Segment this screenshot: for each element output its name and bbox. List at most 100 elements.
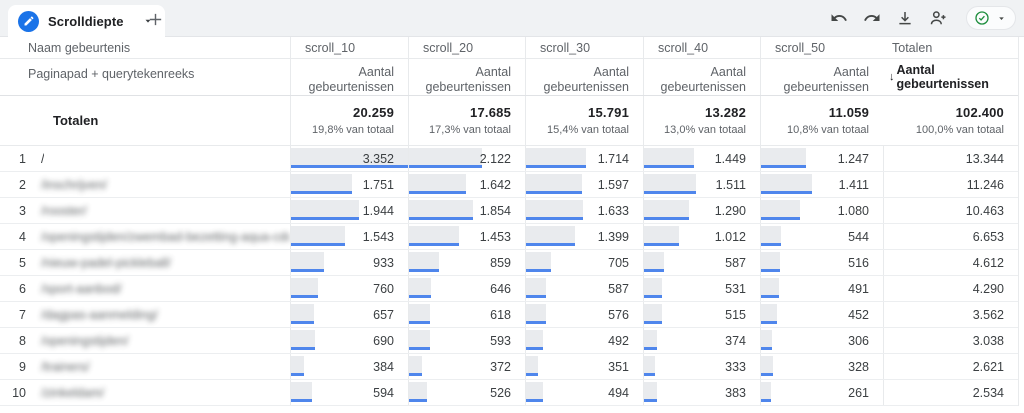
metric-cell-scroll_10[interactable]: 384 xyxy=(290,354,408,379)
metric-cell-scroll_10[interactable]: 690 xyxy=(290,328,408,353)
metric-cell-scroll_30[interactable]: 1.399 xyxy=(525,224,643,249)
column-header-totalen[interactable]: Totalen xyxy=(892,40,933,55)
metric-cell-scroll_50[interactable]: 544 xyxy=(760,224,883,249)
dimension-cell[interactable]: 4/openingstijden/zwembad-bezetting-aqua-… xyxy=(0,224,290,249)
tab-scrolldiepte[interactable]: Scrolldiepte xyxy=(8,5,165,37)
dimension-cell[interactable]: 2/inschrijven/ xyxy=(0,172,290,197)
metric-cell-scroll_40[interactable]: 1.449 xyxy=(643,146,760,171)
metric-cell-scroll_30[interactable]: 494 xyxy=(525,380,643,405)
metric-cell-scroll_10[interactable]: 3.352 xyxy=(290,146,408,171)
row-total[interactable]: 2.621 xyxy=(883,354,1018,379)
metric-cell-scroll_30[interactable]: 1.633 xyxy=(525,198,643,223)
row-total[interactable]: 10.463 xyxy=(883,198,1018,223)
metric-cell-scroll_20[interactable]: 526 xyxy=(408,380,525,405)
metric-label-scroll_10[interactable]: Aantal gebeurtenissen xyxy=(290,59,408,95)
value-bar xyxy=(409,148,483,168)
row-total[interactable]: 11.246 xyxy=(883,172,1018,197)
dimension-cell[interactable]: 3/rooster/ xyxy=(0,198,290,223)
dimension-cell[interactable]: 9/trainers/ xyxy=(0,354,290,379)
metric-value: 1.642 xyxy=(479,177,511,192)
row-total[interactable]: 2.534 xyxy=(883,380,1018,405)
metric-cell-scroll_50[interactable]: 1.247 xyxy=(760,146,883,171)
metric-cell-scroll_10[interactable]: 594 xyxy=(290,380,408,405)
metric-cell-scroll_30[interactable]: 351 xyxy=(525,354,643,379)
dimension-cell[interactable]: 6/sport-aanbod/ xyxy=(0,276,290,301)
totals-percent: 10,8% van totaal xyxy=(787,124,869,136)
metric-cell-scroll_40[interactable]: 1.012 xyxy=(643,224,760,249)
metric-cell-scroll_20[interactable]: 859 xyxy=(408,250,525,275)
column-header-scroll_10[interactable]: scroll_10 xyxy=(290,37,408,58)
metric-cell-scroll_50[interactable]: 1.080 xyxy=(760,198,883,223)
metric-cell-scroll_30[interactable]: 1.714 xyxy=(525,146,643,171)
dimension-cell[interactable]: 1/ xyxy=(0,146,290,171)
metric-cell-scroll_20[interactable]: 372 xyxy=(408,354,525,379)
metric-cell-scroll_30[interactable]: 492 xyxy=(525,328,643,353)
metric-cell-scroll_50[interactable]: 516 xyxy=(760,250,883,275)
value-bar xyxy=(644,252,665,272)
metric-cell-scroll_50[interactable]: 1.411 xyxy=(760,172,883,197)
metric-cell-scroll_20[interactable]: 1.854 xyxy=(408,198,525,223)
row-total[interactable]: 3.038 xyxy=(883,328,1018,353)
metric-label-scroll_30[interactable]: Aantal gebeurtenissen xyxy=(525,59,643,95)
value-bar xyxy=(409,226,460,246)
metric-cell-scroll_50[interactable]: 306 xyxy=(760,328,883,353)
metric-cell-scroll_50[interactable]: 328 xyxy=(760,354,883,379)
dimension-cell[interactable]: 10/zinkeldam/ xyxy=(0,380,290,405)
metric-cell-scroll_40[interactable]: 1.511 xyxy=(643,172,760,197)
dimension-cell[interactable]: 8/openingstijden/ xyxy=(0,328,290,353)
undo-button[interactable] xyxy=(829,8,849,28)
column-header-scroll_50[interactable]: scroll_50 xyxy=(760,37,883,58)
metric-value: 452 xyxy=(848,307,869,322)
column-header-scroll_40[interactable]: scroll_40 xyxy=(643,37,760,58)
share-person-add-button[interactable] xyxy=(928,8,948,28)
metric-cell-scroll_40[interactable]: 531 xyxy=(643,276,760,301)
metric-cell-scroll_20[interactable]: 646 xyxy=(408,276,525,301)
row-total[interactable]: 6.653 xyxy=(883,224,1018,249)
metric-label-scroll_20[interactable]: Aantal gebeurtenissen xyxy=(408,59,525,95)
metric-cell-scroll_10[interactable]: 933 xyxy=(290,250,408,275)
column-header-scroll_20[interactable]: scroll_20 xyxy=(408,37,525,58)
metric-cell-scroll_20[interactable]: 1.642 xyxy=(408,172,525,197)
metric-cell-scroll_40[interactable]: 515 xyxy=(643,302,760,327)
metric-label-scroll_50[interactable]: Aantal gebeurtenissen xyxy=(760,59,883,95)
metric-cell-scroll_30[interactable]: 1.597 xyxy=(525,172,643,197)
metric-cell-scroll_20[interactable]: 2.122 xyxy=(408,146,525,171)
metric-cell-scroll_20[interactable]: 618 xyxy=(408,302,525,327)
metric-value: 1.080 xyxy=(837,203,869,218)
column-header-scroll_30[interactable]: scroll_30 xyxy=(525,37,643,58)
metric-cell-scroll_30[interactable]: 576 xyxy=(525,302,643,327)
metric-cell-scroll_50[interactable]: 452 xyxy=(760,302,883,327)
metric-cell-scroll_50[interactable]: 491 xyxy=(760,276,883,301)
metric-cell-scroll_30[interactable]: 587 xyxy=(525,276,643,301)
metric-cell-scroll_40[interactable]: 1.290 xyxy=(643,198,760,223)
row-total[interactable]: 4.612 xyxy=(883,250,1018,275)
dimension-cell[interactable]: 5/nieuw-padel-pickleball/ xyxy=(0,250,290,275)
add-tab-button[interactable] xyxy=(142,7,168,31)
dimension-cell[interactable]: 7/dagpas-aanmelding/ xyxy=(0,302,290,327)
edit-pencil-icon xyxy=(18,10,39,32)
metric-cell-scroll_30[interactable]: 705 xyxy=(525,250,643,275)
metric-cell-scroll_10[interactable]: 1.751 xyxy=(290,172,408,197)
saved-status-button[interactable] xyxy=(966,6,1016,30)
metric-cell-scroll_40[interactable]: 383 xyxy=(643,380,760,405)
metric-cell-scroll_20[interactable]: 1.453 xyxy=(408,224,525,249)
redo-button[interactable] xyxy=(862,8,882,28)
metric-label-scroll_40[interactable]: Aantal gebeurtenissen xyxy=(643,59,760,95)
download-button[interactable] xyxy=(895,8,915,28)
metric-cell-scroll_10[interactable]: 760 xyxy=(290,276,408,301)
row-total[interactable]: 13.344 xyxy=(883,146,1018,171)
metric-cell-scroll_10[interactable]: 1.543 xyxy=(290,224,408,249)
metric-cell-scroll_50[interactable]: 261 xyxy=(760,380,883,405)
metric-cell-scroll_10[interactable]: 1.944 xyxy=(290,198,408,223)
row-total[interactable]: 3.562 xyxy=(883,302,1018,327)
metric-cell-scroll_40[interactable]: 374 xyxy=(643,328,760,353)
metric-cell-scroll_10[interactable]: 657 xyxy=(290,302,408,327)
column-header-dimension[interactable]: Naam gebeurtenis xyxy=(28,40,131,55)
chevron-down-icon[interactable] xyxy=(143,16,153,26)
metric-cell-scroll_40[interactable]: 587 xyxy=(643,250,760,275)
dimension-subheader[interactable]: Paginapad + querytekenreeks xyxy=(28,67,195,81)
metric-cell-scroll_20[interactable]: 593 xyxy=(408,328,525,353)
row-total[interactable]: 4.290 xyxy=(883,276,1018,301)
totals-metric-header[interactable]: ↓ Aantal gebeurtenissen xyxy=(883,59,1018,95)
metric-cell-scroll_40[interactable]: 333 xyxy=(643,354,760,379)
